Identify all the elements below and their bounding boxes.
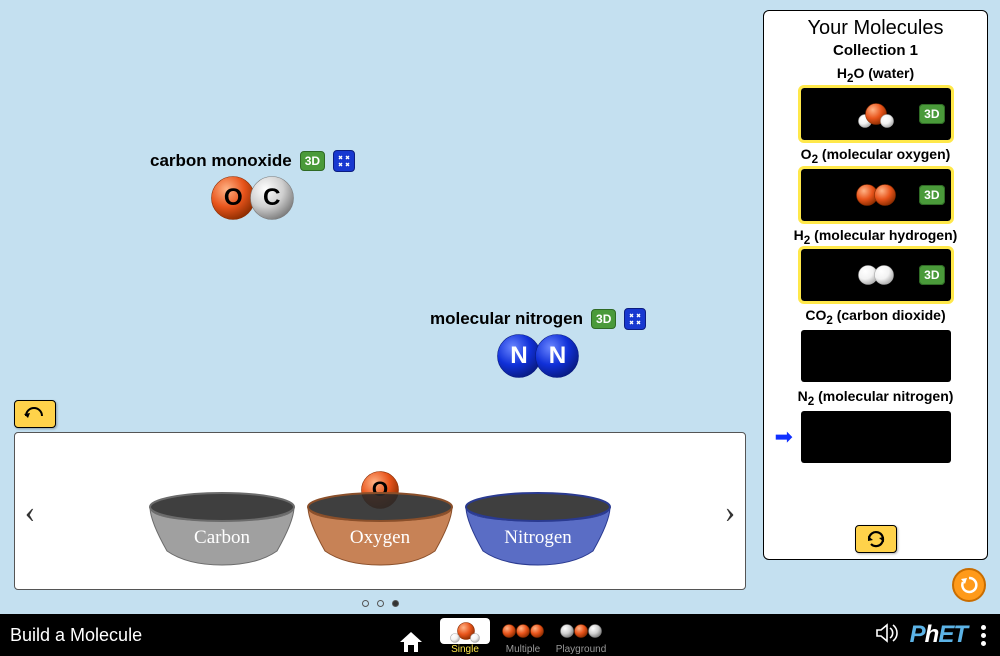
tab-single[interactable]: Single <box>437 615 493 655</box>
target-box[interactable]: ➡ <box>801 411 951 463</box>
molecule-label: carbon monoxide <box>150 151 292 171</box>
view-3d-button[interactable]: 3D <box>919 104 944 124</box>
phet-menu-button[interactable] <box>977 621 990 650</box>
home-button[interactable] <box>391 629 431 655</box>
target-box[interactable] <box>801 330 951 382</box>
atom-oxygen[interactable]: O <box>211 176 255 220</box>
target-box[interactable]: 3D <box>801 88 951 140</box>
collection-target: CO2 (carbon dioxide) <box>772 307 979 382</box>
navbar: Build a Molecule Singl <box>0 614 1000 656</box>
target-box[interactable]: 3D <box>801 169 951 221</box>
view-3d-button[interactable]: 3D <box>300 151 325 171</box>
atom-carbon[interactable]: C <box>250 176 294 220</box>
bucket-label: Oxygen <box>305 527 455 549</box>
bucket-label: Nitrogen <box>463 527 613 549</box>
stage: carbon monoxide 3D O C molecular n <box>0 0 1000 614</box>
page-dot[interactable] <box>392 600 399 607</box>
kit-body: Carbon O Oxygen Nitrogen <box>45 433 715 589</box>
atom-nitrogen[interactable]: N <box>497 334 541 378</box>
target-label: H2 (molecular hydrogen) <box>794 227 958 247</box>
collection-target: O2 (molecular oxygen) 3D <box>772 146 979 221</box>
phet-logo[interactable]: PhET <box>910 621 967 649</box>
refresh-collection-button[interactable] <box>855 525 897 553</box>
tab-icon <box>498 618 548 644</box>
undo-button[interactable] <box>14 400 56 428</box>
bucket-label: Carbon <box>147 527 297 549</box>
bucket-carbon[interactable]: Carbon <box>147 491 297 567</box>
break-apart-button[interactable] <box>333 150 355 172</box>
collection-panel: Your Molecules Collection 1 H2O (water) … <box>763 10 988 560</box>
tab-multiple[interactable]: Multiple <box>495 615 551 655</box>
kit-carousel: ‹ Carbon O Oxygen <box>14 432 746 590</box>
tab-icon <box>556 618 606 644</box>
sound-toggle-button[interactable] <box>874 621 900 650</box>
page-dot[interactable] <box>362 600 369 607</box>
sim-title: Build a Molecule <box>10 625 142 646</box>
kit-prev-button[interactable]: ‹ <box>15 493 45 530</box>
target-box[interactable]: 3D <box>801 249 951 301</box>
collection-target: N2 (molecular nitrogen) ➡ <box>772 388 979 463</box>
view-3d-button[interactable]: 3D <box>919 265 944 285</box>
reset-all-button[interactable] <box>952 568 986 602</box>
kit-next-button[interactable]: › <box>715 493 745 530</box>
atom-nitrogen[interactable]: N <box>535 334 579 378</box>
hint-arrow-icon: ➡ <box>775 424 793 450</box>
break-apart-button[interactable] <box>624 308 646 330</box>
tab-label: Multiple <box>506 644 540 655</box>
molecule-carbon-monoxide[interactable]: carbon monoxide 3D O C <box>150 150 355 220</box>
target-label: CO2 (carbon dioxide) <box>805 307 945 327</box>
view-3d-button[interactable]: 3D <box>591 309 616 329</box>
view-3d-button[interactable]: 3D <box>919 185 944 205</box>
bucket-nitrogen[interactable]: Nitrogen <box>463 491 613 567</box>
target-label: N2 (molecular nitrogen) <box>798 388 954 408</box>
tab-label: Playground <box>556 644 607 655</box>
tab-playground[interactable]: Playground <box>553 615 609 655</box>
collection-label: Collection 1 <box>833 42 918 59</box>
target-label: O2 (molecular oxygen) <box>801 146 951 166</box>
page-dot[interactable] <box>377 600 384 607</box>
molecule-label: molecular nitrogen <box>430 309 583 329</box>
tab-icon <box>440 618 490 644</box>
target-label: H2O (water) <box>837 65 914 85</box>
collection-target: H2O (water) 3D <box>772 65 979 140</box>
molecule-molecular-nitrogen[interactable]: molecular nitrogen 3D N N <box>430 308 646 378</box>
collection-target: H2 (molecular hydrogen) 3D <box>772 227 979 302</box>
panel-title: Your Molecules <box>807 17 943 40</box>
bucket-oxygen[interactable]: O Oxygen <box>305 491 455 567</box>
kit-page-dots <box>15 600 745 607</box>
